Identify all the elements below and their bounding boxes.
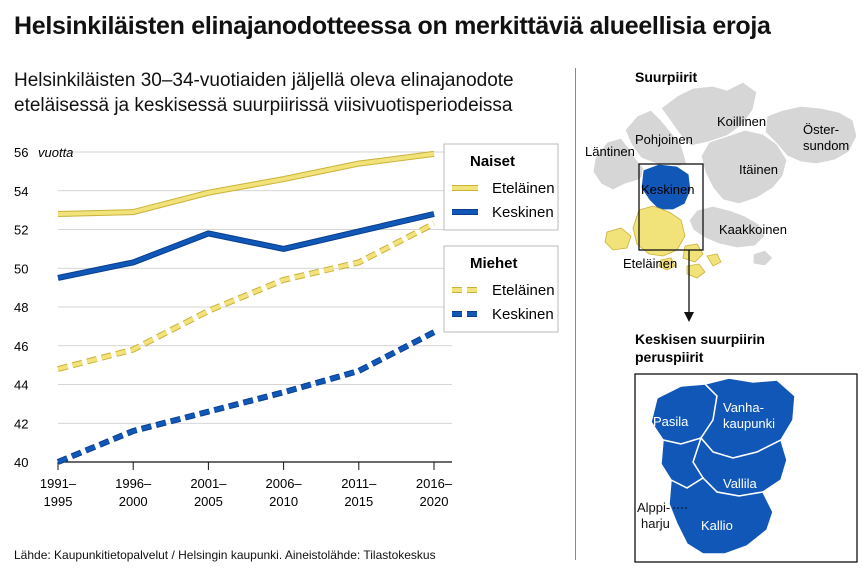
- subdistrict-label: Vallila: [723, 476, 757, 491]
- y-tick-label: 54: [14, 184, 28, 199]
- subtitle-line: eteläisessä ja keskisessä suurpiirissä v…: [14, 95, 513, 116]
- x-tick-label: 1991–: [40, 476, 77, 491]
- y-axis-unit-label: vuotta: [38, 145, 73, 160]
- district-label: Läntinen: [585, 144, 635, 159]
- series-2: [57, 221, 436, 372]
- x-tick-label: 2001–: [190, 476, 227, 491]
- district-shape-kaakkoinen: [688, 205, 766, 249]
- legend-box: [443, 245, 559, 333]
- district-shape-koillinen: [660, 81, 758, 147]
- subdistrict-label: Pasila: [653, 414, 689, 429]
- subtitle-line: Helsinkiläisten 30–34-vuotiaiden jäljell…: [14, 70, 514, 91]
- map-focus-box: [638, 163, 704, 251]
- y-tick-label: 44: [14, 378, 28, 393]
- legend-label: Eteläinen: [492, 282, 555, 299]
- legend-label: Keskinen: [492, 306, 554, 323]
- subdistrict-label: kaupunki: [723, 416, 775, 431]
- x-tick-label: 2015: [344, 494, 373, 509]
- subdistrict-label: harju: [641, 516, 670, 531]
- series-line: [57, 212, 435, 280]
- map-districts-grey: [592, 81, 858, 267]
- district-label: Itäinen: [739, 162, 778, 177]
- subdistrict-label: Vanha-: [723, 400, 764, 415]
- district-shape-islands: [752, 249, 774, 267]
- source-note: Lähde: Kaupunkitietopalvelut / Helsingin…: [14, 548, 436, 562]
- x-tick-label: 2011–: [341, 476, 377, 491]
- subdistrict-label: Kallio: [701, 518, 733, 533]
- subdistrict-shape-kallio: [668, 477, 774, 555]
- map-title: Suurpiirit: [635, 69, 698, 85]
- divider: [575, 68, 576, 560]
- x-tick-label: 2020: [420, 494, 449, 509]
- district-shape-ostersundom: [764, 105, 858, 165]
- series-1: [57, 211, 435, 281]
- series-3: [56, 329, 436, 465]
- map-pointer-arrow: [684, 312, 694, 322]
- district-label: sundom: [803, 138, 849, 153]
- legend-label: Keskinen: [492, 204, 554, 221]
- x-tick-label: 2010: [269, 494, 298, 509]
- legend-label: Eteläinen: [492, 180, 555, 197]
- y-tick-label: 42: [14, 416, 28, 431]
- detail-title: peruspiirit: [635, 349, 704, 365]
- series-line-outline: [56, 329, 436, 465]
- line-chart: 40 42 44 46 48 50 52 54 56 vuotta 1991– 1995 1996– 20…: [14, 143, 559, 509]
- x-tick-label: 2006–: [266, 476, 303, 491]
- district-shape-keskinen: [640, 163, 692, 211]
- legend-title: Naiset: [470, 153, 515, 170]
- legend-1: Miehet Eteläinen Keskinen: [443, 245, 559, 333]
- y-tick-label: 48: [14, 300, 28, 315]
- x-tick-label: 2016–: [416, 476, 453, 491]
- district-label: Eteläinen: [623, 256, 677, 271]
- chart-subtitle: Helsinkiläisten 30–34-vuotiaiden jäljell…: [14, 68, 514, 118]
- y-tick-label: 50: [14, 261, 28, 276]
- district-label: Keskinen: [641, 182, 694, 197]
- y-tick-label: 40: [14, 455, 28, 470]
- district-label: Kaakkoinen: [719, 222, 787, 237]
- district-label: Öster-: [803, 122, 839, 137]
- y-tick-label: 56: [14, 145, 28, 160]
- district-map: Suurpiirit Koillinen Pohjoinen Läntinen …: [585, 69, 858, 563]
- subdistrict-label: Alppi-: [637, 500, 670, 515]
- district-shape-itainen: [700, 129, 788, 205]
- district-label: Pohjoinen: [635, 132, 693, 147]
- legend-0: Naiset Eteläinen Keskinen: [443, 143, 559, 231]
- series-line: [57, 330, 435, 464]
- detail-title: Keskisen suurpiirin: [635, 331, 765, 347]
- legend-title: Miehet: [470, 255, 518, 272]
- x-tick-label: 2000: [119, 494, 148, 509]
- subdistrict-shapes: [650, 377, 796, 555]
- series-line: [57, 221, 435, 371]
- x-tick-label: 2005: [194, 494, 223, 509]
- district-label: Koillinen: [717, 114, 766, 129]
- series-0: [57, 150, 435, 217]
- y-tick-label: 52: [14, 223, 28, 238]
- headline: Helsinkiläisten elinajanodotteessa on me…: [14, 12, 771, 40]
- district-shape-pohjoinen: [624, 109, 688, 169]
- series-line: [57, 151, 435, 216]
- x-tick-label: 1995: [44, 494, 73, 509]
- y-tick-label: 46: [14, 339, 28, 354]
- district-shape-etelainen: [604, 205, 722, 279]
- x-tick-label: 1996–: [115, 476, 152, 491]
